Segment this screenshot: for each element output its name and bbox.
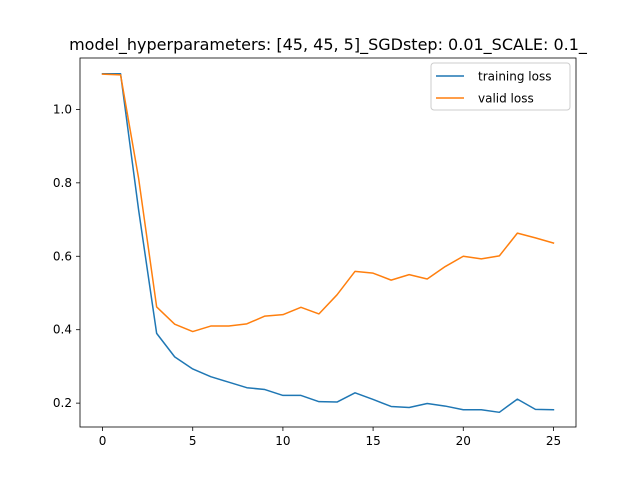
series-line-valid-loss xyxy=(101,73,555,333)
x-tick-label: 0 xyxy=(99,434,107,448)
y-tick-label: 0.6 xyxy=(53,249,72,263)
legend: training loss valid loss xyxy=(430,62,571,111)
x-tick-label: 5 xyxy=(189,434,197,448)
series-line-training-loss xyxy=(101,73,555,414)
x-axis: 0 5 10 15 20 25 xyxy=(99,427,561,448)
y-tick-label: 0.4 xyxy=(53,323,72,337)
y-tick-label: 0.8 xyxy=(53,176,72,190)
y-axis: 0.2 0.4 0.6 0.8 1.0 xyxy=(53,102,80,410)
y-tick-label: 0.2 xyxy=(53,396,72,410)
x-tick-label: 20 xyxy=(456,434,471,448)
x-tick-label: 15 xyxy=(365,434,380,448)
x-tick-label: 25 xyxy=(546,434,561,448)
plot-lines xyxy=(101,73,555,414)
legend-label: valid loss xyxy=(478,92,534,106)
x-tick-label: 10 xyxy=(275,434,290,448)
plot-frame xyxy=(79,57,577,428)
legend-box xyxy=(430,62,571,111)
y-tick-label: 1.0 xyxy=(53,102,72,116)
legend-label: training loss xyxy=(478,70,551,84)
chart-title: model_hyperparameters: [45, 45, 5]_SGDst… xyxy=(69,35,588,55)
